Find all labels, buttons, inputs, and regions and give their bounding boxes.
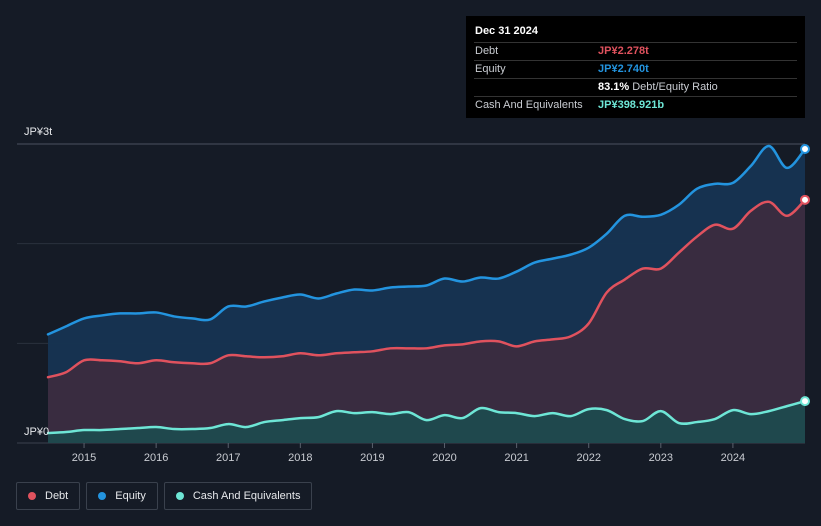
x-tick-label: 2023 <box>649 452 673 464</box>
debt-area <box>48 199 805 443</box>
tooltip-value: 83.1% <box>598 81 630 93</box>
x-tick-label: 2015 <box>72 452 96 464</box>
tooltip-row-equity: Equity JP¥2.740t <box>474 60 797 78</box>
tooltip-value: JP¥398.921b <box>598 99 665 111</box>
debt-endpoint-marker <box>800 194 810 205</box>
x-tick-label: 2016 <box>144 452 168 464</box>
tooltip-extra: Debt/Equity Ratio <box>632 81 718 93</box>
cash-dot-icon <box>175 492 184 500</box>
cash-and-equivalents-area <box>48 401 805 443</box>
legend-label: Debt <box>45 490 69 502</box>
x-tick-label: 2024 <box>721 452 745 464</box>
tooltip-date: Dec 31 2024 <box>475 25 538 37</box>
equity-endpoint-marker <box>800 143 810 154</box>
tooltip-value: JP¥2.278t <box>598 45 649 57</box>
x-tick-label: 2017 <box>216 452 240 464</box>
equity-dot-icon <box>98 492 107 500</box>
legend-label: Equity <box>115 490 146 502</box>
tooltip-label <box>474 79 598 96</box>
legend-item-equity[interactable]: Equity <box>86 482 158 510</box>
tooltip-row-ratio: 83.1% Debt/Equity Ratio <box>474 78 797 96</box>
legend-label: Cash And Equivalents <box>192 490 301 502</box>
x-tick-label: 2018 <box>288 452 312 464</box>
tooltip-row-debt: Debt JP¥2.278t <box>474 42 797 60</box>
data-tooltip: Dec 31 2024 Debt JP¥2.278t Equity JP¥2.7… <box>466 16 805 118</box>
tooltip-label: Debt <box>475 45 499 57</box>
tooltip-row-cash: Cash And Equivalents JP¥398.921b <box>474 96 797 114</box>
x-tick-label: 2019 <box>360 452 384 464</box>
tooltip-label: Equity <box>475 63 506 75</box>
y-tick-label: JP¥0 <box>24 426 49 438</box>
legend-item-cash[interactable]: Cash And Equivalents <box>163 482 313 510</box>
debt-dot-icon <box>28 492 36 500</box>
tooltip-value: JP¥2.740t <box>598 63 649 75</box>
debt-line <box>46 198 807 379</box>
x-tick-label: 2022 <box>576 452 600 464</box>
legend-item-debt[interactable]: Debt <box>16 482 81 510</box>
x-tick-label: 2020 <box>432 452 456 464</box>
equity-line <box>46 144 807 336</box>
cash-and-equivalents-line <box>46 399 807 435</box>
legend: Debt Equity Cash And Equivalents <box>16 482 313 510</box>
cash-and-equivalents-endpoint-marker <box>800 396 810 407</box>
tooltip-label: Cash And Equivalents <box>475 99 583 111</box>
y-tick-label: JP¥3t <box>24 126 52 138</box>
x-tick-label: 2021 <box>504 452 528 464</box>
